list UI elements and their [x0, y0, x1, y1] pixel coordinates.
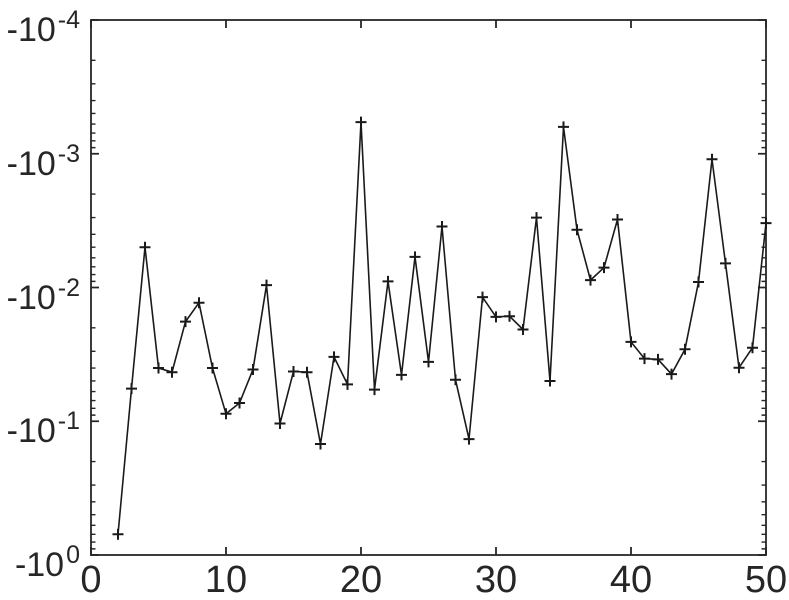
y-tick-base: -10 — [6, 144, 56, 183]
y-tick-base: -10 — [6, 11, 56, 49]
x-tick-label: 30 — [474, 559, 518, 600]
x-tick-label: 20 — [339, 559, 383, 600]
minor-ticks — [91, 59, 766, 550]
x-tick-label: 10 — [204, 559, 248, 600]
y-tick-label: -10-2 — [0, 266, 80, 317]
y-tick-label: -10-4 — [0, 0, 80, 49]
y-tick-exponent: -4 — [57, 6, 80, 34]
x-tick-label: 0 — [80, 559, 102, 600]
major-ticks — [90, 19, 767, 556]
y-tick-label: -10-1 — [0, 399, 80, 450]
x-tick-label: 50 — [744, 559, 788, 600]
x-tick-label: 40 — [609, 559, 653, 600]
y-tick-label: -10-3 — [0, 132, 80, 183]
y-tick-exponent: -2 — [57, 273, 80, 302]
y-tick-base: -10 — [6, 412, 56, 451]
y-tick-base: -10 — [6, 278, 56, 317]
y-tick-exponent: -3 — [57, 139, 80, 168]
y-tick-exponent: 0 — [66, 541, 80, 569]
y-tick-base: -10 — [14, 546, 65, 584]
plus-markers — [112, 116, 772, 540]
y-tick-exponent: -1 — [57, 407, 80, 436]
y-tick-label: -100 — [0, 533, 80, 584]
